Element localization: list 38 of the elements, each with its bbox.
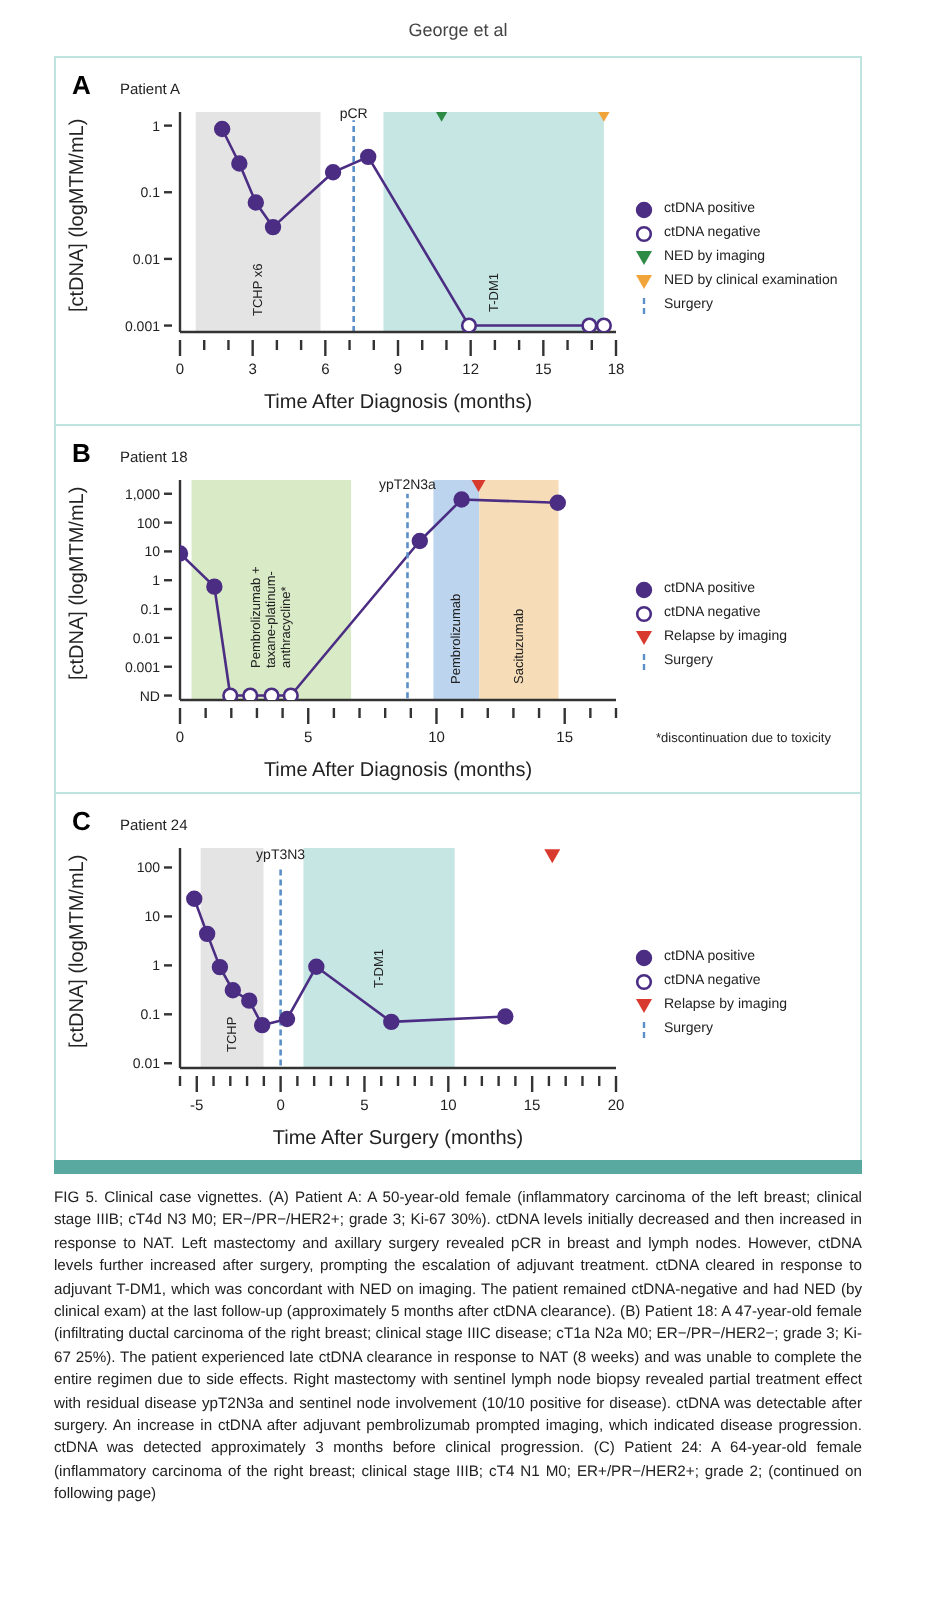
point [595, 317, 612, 332]
y-axis-title: [ctDNA] (logMTM/mL) [67, 486, 90, 680]
point [453, 491, 470, 508]
point [497, 1008, 514, 1025]
chart-title: B [72, 438, 93, 468]
point [206, 578, 223, 595]
x-axis-title: Time After Diagnosis (months) [263, 760, 533, 782]
point [278, 1010, 296, 1028]
point [263, 687, 280, 700]
point [186, 890, 203, 907]
chart-title: C [72, 806, 93, 836]
text: George et al [406, 18, 510, 44]
point [224, 982, 242, 999]
chart-title: A [72, 70, 93, 100]
point [308, 958, 325, 975]
point [213, 120, 231, 138]
x-axis-title: Time After Surgery (months) [272, 1128, 524, 1150]
y-axis-title: [ctDNA] (logMTM/mL) [67, 854, 90, 1048]
point [198, 925, 216, 943]
point [383, 1013, 400, 1031]
y-axis-title: [ctDNA] (logMTM/mL) [67, 118, 90, 312]
point [411, 532, 428, 550]
point [242, 687, 259, 700]
point [253, 1016, 271, 1034]
point [324, 163, 342, 181]
x-axis-title: Time After Diagnosis (months) [263, 392, 533, 414]
point [544, 849, 561, 864]
point [222, 687, 239, 700]
point [282, 687, 299, 700]
point [549, 494, 566, 511]
point [231, 155, 248, 172]
point [211, 958, 229, 976]
point [264, 218, 282, 236]
point [581, 317, 598, 332]
point [360, 148, 377, 166]
point [460, 317, 478, 332]
point [247, 194, 265, 211]
point [241, 992, 258, 1009]
